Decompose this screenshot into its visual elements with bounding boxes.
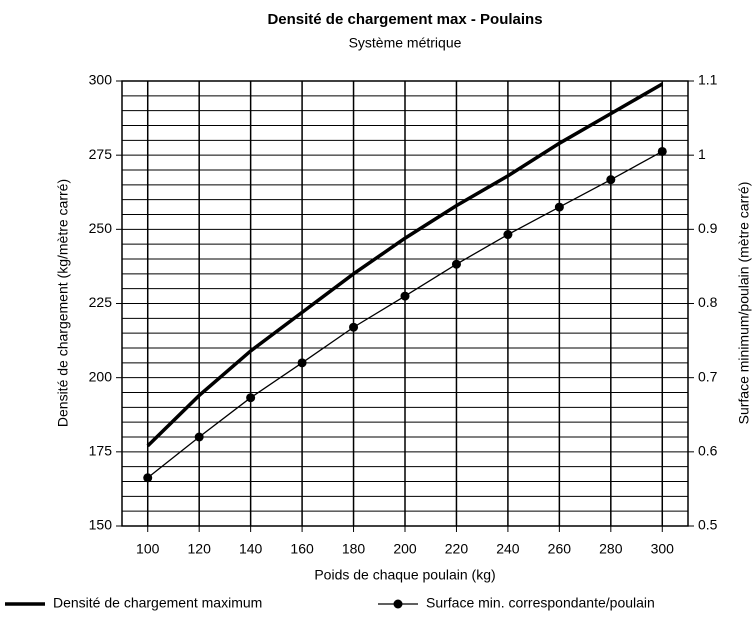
chart-subtitle: Système métrique	[349, 35, 462, 51]
data-point	[606, 175, 616, 185]
y2-tick-label: 1.1	[698, 72, 718, 88]
chart-title: Densité de chargement max - Poulains	[267, 11, 542, 28]
data-point	[451, 259, 461, 269]
data-point	[246, 393, 256, 403]
data-point	[297, 358, 307, 368]
y-tick-label: 225	[89, 294, 113, 310]
y-tick-label: 175	[89, 443, 113, 459]
y-tick-label: 150	[89, 517, 113, 533]
x-tick-label: 240	[496, 541, 520, 557]
data-point	[400, 291, 410, 301]
x-tick-label: 100	[136, 541, 160, 557]
y2-tick-label: 0.5	[698, 517, 718, 533]
y2-tick-label: 0.9	[698, 220, 718, 236]
x-tick-label: 140	[239, 541, 263, 557]
x-tick-label: 260	[548, 541, 572, 557]
y-axis-title: Densité de chargement (kg/mètre carré)	[55, 179, 71, 427]
y-tick-label: 200	[89, 368, 113, 384]
data-point	[194, 432, 204, 442]
x-tick-label: 300	[651, 541, 675, 557]
plot-frame	[121, 80, 689, 527]
x-tick-label: 180	[342, 541, 366, 557]
y-tick-label: 250	[89, 220, 113, 236]
y-tick-label: 300	[89, 72, 113, 88]
x-axis-title: Poids de chaque poulain (kg)	[314, 567, 495, 583]
x-tick-label: 200	[393, 541, 417, 557]
x-tick-label: 280	[599, 541, 623, 557]
x-tick-label: 160	[290, 541, 314, 557]
y2-tick-label: 0.7	[698, 368, 718, 384]
legend-label: Densité de chargement maximum	[53, 595, 262, 611]
data-point	[349, 322, 359, 332]
legend-label: Surface min. correspondante/poulain	[426, 595, 655, 611]
y2-tick-label: 0.6	[698, 443, 718, 459]
x-tick-label: 220	[445, 541, 469, 557]
y2-tick-label: 0.8	[698, 294, 718, 310]
data-point	[143, 473, 153, 483]
legend-marker	[393, 599, 403, 609]
y2-tick-label: 1	[698, 146, 706, 162]
x-tick-label: 120	[188, 541, 212, 557]
data-point	[503, 230, 513, 240]
y-tick-label: 275	[89, 146, 113, 162]
y2-axis-title: Surface minimum/poulain (mètre carré)	[736, 182, 752, 425]
series-line	[146, 82, 664, 448]
data-point	[657, 146, 667, 156]
data-point	[554, 202, 564, 212]
